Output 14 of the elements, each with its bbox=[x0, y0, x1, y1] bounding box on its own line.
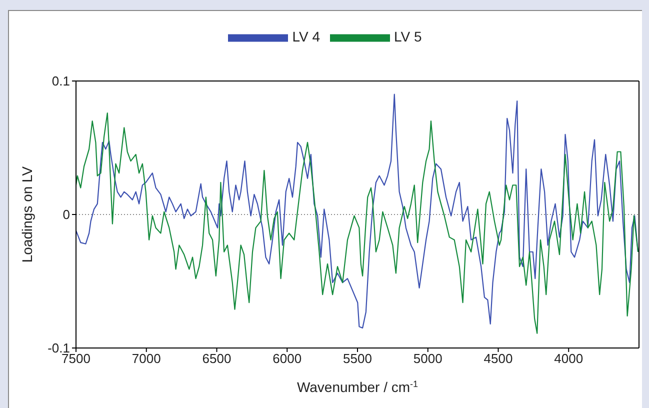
y-tick-label: 0 bbox=[62, 207, 70, 222]
x-tick-label: 5500 bbox=[343, 351, 372, 366]
y-tick-label: 0.1 bbox=[52, 74, 70, 89]
y-axis-title: Loadings on LV bbox=[19, 166, 35, 263]
legend-label: LV 4 bbox=[292, 28, 320, 45]
x-tick-label: 7500 bbox=[62, 351, 90, 366]
legend-label: LV 5 bbox=[394, 28, 422, 45]
x-tick-label: 5000 bbox=[413, 351, 442, 366]
x-axis-title: Wavenumber / cm$^{-1}$ bbox=[296, 379, 418, 395]
x-tick-label: 6000 bbox=[272, 351, 302, 366]
x-tick-label: 6500 bbox=[202, 351, 232, 366]
x-tick-label: 4000 bbox=[554, 351, 584, 366]
x-tick-label: 4500 bbox=[484, 351, 513, 366]
x-tick-label: 7000 bbox=[132, 351, 161, 366]
